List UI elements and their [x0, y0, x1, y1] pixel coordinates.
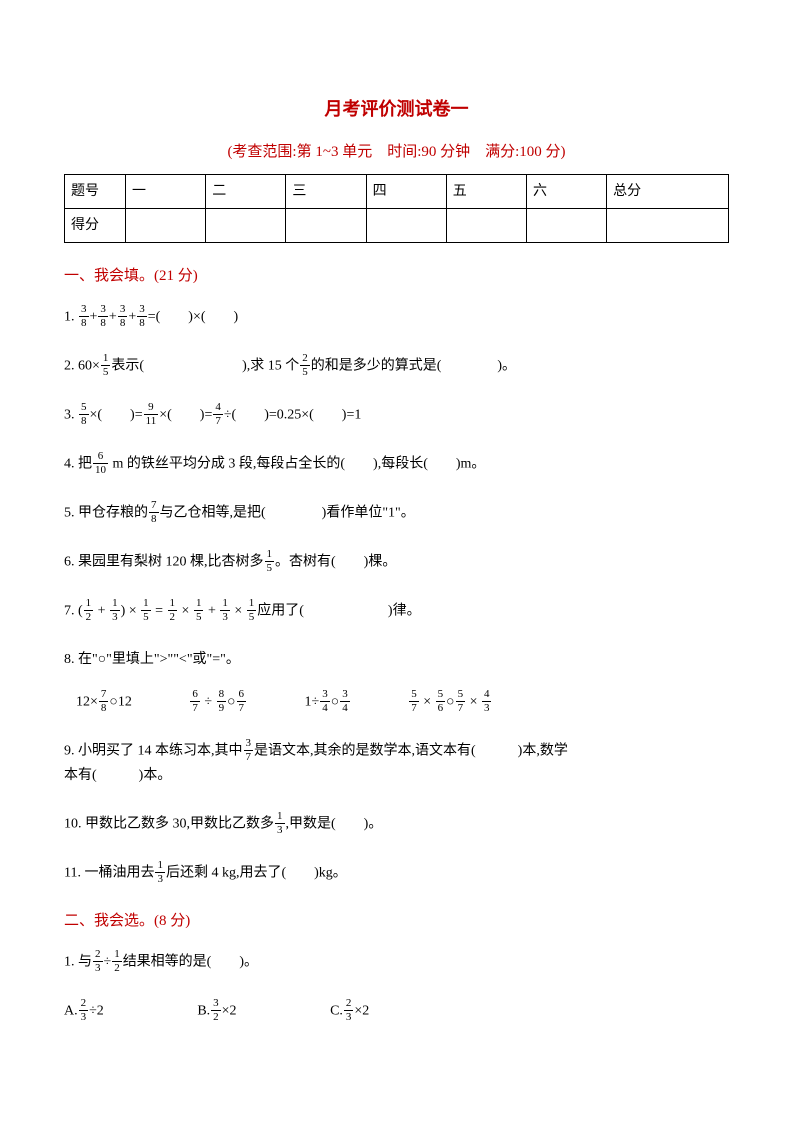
fraction: 13 [220, 598, 230, 623]
question-3: 3. 58×( )=911×( )=47÷( )=0.25×( )=1 [64, 403, 729, 428]
fraction: 34 [340, 689, 350, 714]
option-a: A.23÷2 [64, 999, 104, 1024]
fraction: 15 [101, 353, 111, 378]
fraction: 12 [112, 949, 122, 974]
question-8-row: 12×78○12 67 ÷ 89○67 1÷34○34 57 × 56○57 ×… [76, 690, 729, 715]
col-5: 五 [446, 174, 526, 208]
question-8: 8. 在"○"里填上">""<"或"="。 [64, 648, 729, 672]
fraction: 38 [98, 304, 108, 329]
section-1-head: 一、我会填。(21 分) [64, 265, 729, 288]
table-row: 题号 一 二 三 四 五 六 总分 [65, 174, 729, 208]
fraction: 23 [93, 949, 103, 974]
fraction: 47 [213, 402, 223, 427]
compare-1: 12×78○12 [76, 690, 132, 715]
fraction: 89 [217, 689, 227, 714]
page-subtitle: (考查范围:第 1~3 单元 时间:90 分钟 满分:100 分) [64, 141, 729, 164]
score-cell [526, 208, 606, 242]
fraction: 13 [275, 811, 285, 836]
section-2-head: 二、我会选。(8 分) [64, 910, 729, 933]
option-c: C.23×2 [330, 999, 369, 1024]
question-2: 2. 60×15表示( ),求 15 个25的和是多少的算式是( )。 [64, 354, 729, 379]
fraction: 23 [79, 998, 89, 1023]
fraction: 67 [237, 689, 247, 714]
col-label: 题号 [65, 174, 126, 208]
s2-q1-options: A.23÷2 B.32×2 C.23×2 [64, 999, 729, 1024]
fraction: 15 [141, 598, 151, 623]
option-b: B.32×2 [197, 999, 236, 1024]
q1-prefix: 1. [64, 310, 78, 325]
col-2: 二 [206, 174, 286, 208]
score-label: 得分 [65, 208, 126, 242]
fraction: 15 [194, 598, 204, 623]
col-6: 六 [526, 174, 606, 208]
fraction: 13 [110, 598, 120, 623]
fraction: 911 [144, 402, 159, 427]
col-1: 一 [126, 174, 206, 208]
question-11: 11. 一桶油用去13后还剩 4 kg,用去了( )kg。 [64, 861, 729, 886]
col-4: 四 [366, 174, 446, 208]
fraction: 37 [244, 738, 254, 763]
fraction: 23 [344, 998, 354, 1023]
compare-2: 67 ÷ 89○67 [189, 690, 247, 715]
fraction: 57 [456, 689, 466, 714]
question-5: 5. 甲仓存粮的78与乙仓相等,是把( )看作单位"1"。 [64, 501, 729, 526]
col-3: 三 [286, 174, 366, 208]
score-cell [607, 208, 729, 242]
score-table: 题号 一 二 三 四 五 六 总分 得分 [64, 174, 729, 243]
table-row: 得分 [65, 208, 729, 242]
compare-3: 1÷34○34 [305, 690, 351, 715]
fraction: 38 [79, 304, 89, 329]
fraction: 57 [409, 689, 419, 714]
fraction: 15 [265, 549, 275, 574]
col-total: 总分 [607, 174, 729, 208]
fraction: 610 [93, 451, 108, 476]
score-cell [126, 208, 206, 242]
compare-4: 57 × 56○57 × 43 [408, 690, 492, 715]
fraction: 38 [137, 304, 147, 329]
score-cell [446, 208, 526, 242]
score-cell [206, 208, 286, 242]
fraction: 12 [168, 598, 178, 623]
fraction: 12 [84, 598, 94, 623]
s2-question-1: 1. 与23÷12结果相等的是( )。 [64, 950, 729, 975]
fraction: 34 [320, 689, 330, 714]
fraction: 78 [149, 500, 159, 525]
question-6: 6. 果园里有梨树 120 棵,比杏树多15。杏树有( )棵。 [64, 550, 729, 575]
fraction: 58 [79, 402, 89, 427]
page-title: 月考评价测试卷一 [64, 96, 729, 123]
fraction: 32 [211, 998, 221, 1023]
fraction: 25 [300, 353, 310, 378]
fraction: 78 [99, 689, 109, 714]
score-cell [366, 208, 446, 242]
fraction: 67 [190, 689, 200, 714]
question-9: 9. 小明买了 14 本练习本,其中37是语文本,其余的是数学本,语文本有( )… [64, 739, 729, 788]
question-1: 1. 38+38+38+38=( )×( ) [64, 305, 729, 330]
question-10: 10. 甲数比乙数多 30,甲数比乙数多13,甲数是( )。 [64, 812, 729, 837]
question-4: 4. 把610 m 的铁丝平均分成 3 段,每段占全长的( ),每段长( )m。 [64, 452, 729, 477]
fraction: 13 [155, 860, 165, 885]
fraction: 15 [247, 598, 257, 623]
question-7: 7. (12 + 13) × 15 = 12 × 15 + 13 × 15应用了… [64, 599, 729, 624]
fraction: 43 [482, 689, 492, 714]
fraction: 56 [436, 689, 446, 714]
page: 月考评价测试卷一 (考查范围:第 1~3 单元 时间:90 分钟 满分:100 … [0, 0, 793, 1122]
score-cell [286, 208, 366, 242]
fraction: 38 [118, 304, 128, 329]
